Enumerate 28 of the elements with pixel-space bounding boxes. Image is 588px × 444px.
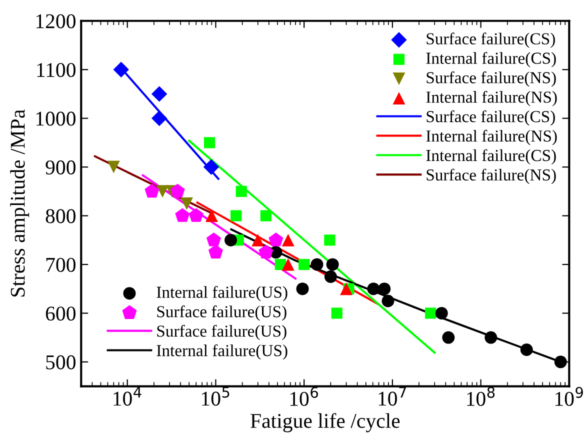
legend-label: Internal failure(NS): [426, 130, 557, 146]
x-tick-label: 10$^{5}$: [202, 386, 230, 406]
y-tick-label: 800: [46, 209, 76, 224]
y-tick-label: 1200: [36, 14, 76, 28]
legend-label: Surface failure(US): [157, 305, 286, 321]
x-tick-label: 10$^{6}$: [290, 386, 318, 406]
x-tick-label: 10$^{8}$: [467, 386, 495, 406]
legend-label: Surface failure(US): [157, 324, 286, 340]
legend-label: Surface failure(CS): [426, 32, 555, 48]
x-tick-label: 10$^{4}$: [114, 386, 142, 406]
legend-label: Surface failure(NS): [426, 168, 556, 184]
y-tick-label: 900: [46, 160, 76, 174]
y-tick-label: 500: [46, 355, 76, 370]
y-tick-label: 1100: [37, 62, 76, 78]
x-axis-title: Fatigue life /cycle: [250, 413, 400, 432]
legend-label: Internal failure(CS): [426, 149, 556, 165]
legend-label: Internal failure(NS): [426, 90, 557, 106]
y-tick-label: 700: [46, 258, 76, 272]
legend-label: Surface failure(NS): [426, 71, 556, 87]
y-axis-title: Stress amplitude /MPa: [10, 110, 30, 297]
y-tick-label: 600: [46, 306, 76, 321]
y-tick-label: 1000: [36, 112, 76, 126]
legend-label: Surface failure(CS): [426, 110, 555, 126]
legend-label: Internal failure(US): [156, 286, 288, 302]
x-tick-label: 10$^{9}$: [555, 386, 583, 406]
legend-label: Internal failure(CS): [426, 52, 556, 68]
x-tick-label: 10$^{7}$: [378, 386, 406, 406]
legend-label: Internal failure(US): [156, 344, 288, 360]
